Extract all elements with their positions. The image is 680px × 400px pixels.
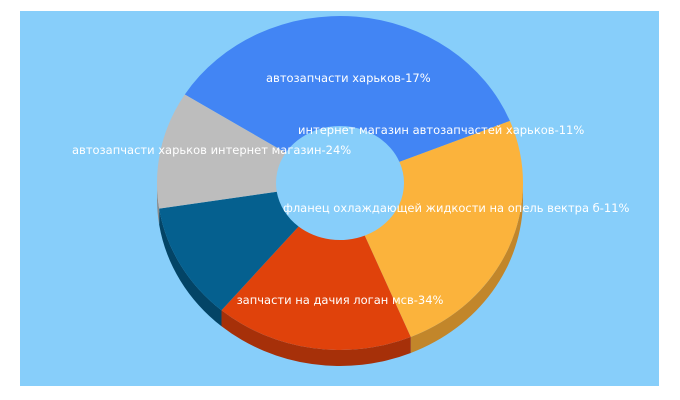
slice-side-3-1 xyxy=(159,208,222,327)
slice-label-avtozapchasti-kharkov: автозапчасти харьков-17% xyxy=(266,71,431,85)
slice-0[interactable] xyxy=(184,15,510,162)
slice-3[interactable] xyxy=(159,191,299,311)
slice-side-1-1 xyxy=(410,183,523,354)
slice-1[interactable] xyxy=(364,120,523,338)
slice-side-2-1 xyxy=(221,310,411,366)
slice-label-avtozapchasti-internet: автозапчасти харьков интернет магазин-24… xyxy=(72,143,351,157)
slice-4[interactable] xyxy=(157,94,286,209)
chart-panel: запчасти на дачия логан мсв-34% автозапч… xyxy=(20,11,659,386)
slice-label-zapchasti-dacia: запчасти на дачия логан мсв-34% xyxy=(237,293,444,307)
slice-label-flanets: фланец охлаждающей жидкости на опель век… xyxy=(283,201,630,215)
slice-label-internet-magazin: интернет магазин автозапчастей харьков-1… xyxy=(298,123,584,137)
donut-slices xyxy=(157,15,523,350)
slice-2[interactable] xyxy=(221,226,411,350)
donut-labels: запчасти на дачия логан мсв-34% автозапч… xyxy=(72,71,630,307)
slice-side-4-1 xyxy=(157,183,160,225)
donut-chart: запчасти на дачия логан мсв-34% автозапч… xyxy=(72,15,630,366)
donut-sides xyxy=(157,183,523,366)
